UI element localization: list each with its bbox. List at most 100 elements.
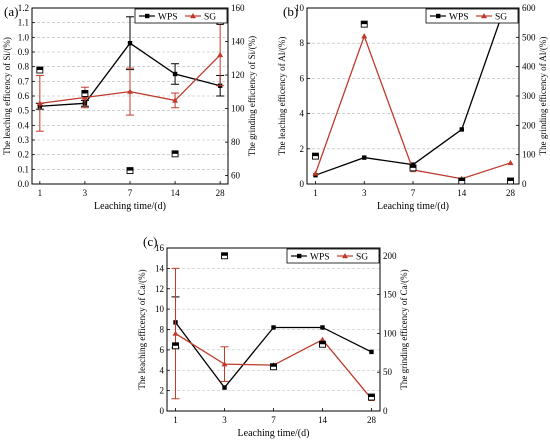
y-left-tick-label: 2: [160, 386, 165, 396]
data-point-wps: [320, 325, 325, 330]
y-right-axis-title: The grinding efficency of Ca/(%): [399, 269, 409, 389]
y-left-tick-label: 0.8: [18, 62, 30, 72]
x-tick-label: 3: [222, 415, 227, 425]
y-right-tick-label: 300: [522, 91, 536, 101]
data-point-sg: [217, 51, 224, 58]
x-tick-label: 1: [313, 188, 318, 198]
y-left-tick-label: 0.9: [18, 47, 30, 57]
y-left-tick-label: 0.5: [18, 106, 30, 116]
y-left-tick-label: 0.2: [18, 150, 29, 160]
legend-marker: [190, 13, 196, 19]
x-tick-label: 7: [411, 188, 416, 198]
y-left-tick-label: 2: [300, 144, 305, 154]
panel-label: (b): [283, 4, 298, 19]
y-left-tick-label: 0.7: [18, 76, 30, 86]
y-left-axis-title: The leaching efficency of Si/(%): [2, 37, 12, 155]
legend: WPS SG: [134, 8, 228, 24]
legend-marker: [342, 253, 348, 259]
y-left-tick-label: 0.1: [18, 164, 29, 174]
y-right-tick-label: 60: [231, 171, 241, 181]
panel-label: (a): [4, 4, 18, 19]
y-left-tick-label: 8: [300, 38, 305, 48]
grinding-point: [360, 20, 368, 28]
data-point-sg: [319, 336, 326, 342]
grinding-point: [458, 177, 466, 185]
legend-label-sg: SG: [356, 253, 368, 263]
panel-label: (c): [143, 234, 157, 249]
y-right-tick-label: 80: [231, 137, 241, 147]
grinding-point: [409, 164, 417, 172]
panel-1: (a) 0.0 0.1 0.2 0.3 0.4 0.5 0.6 0.7 0.8 0.9 1.0 1.1 1…: [2, 3, 257, 212]
series-line-sg: [314, 34, 511, 180]
series-line-wps: [175, 321, 372, 389]
y-right-tick-label: 0: [522, 179, 527, 189]
data-point-sg: [172, 97, 179, 103]
data-point-wps: [222, 385, 227, 390]
grinding-point: [368, 393, 375, 401]
y-right-tick-label: 200: [383, 251, 397, 261]
y-right-tick-label: 400: [522, 62, 536, 72]
legend-marker: [436, 13, 441, 19]
grinding-point: [507, 177, 514, 185]
legend-label-sg: SG: [495, 13, 507, 23]
data-point-wps: [172, 71, 178, 77]
y-left-axis-title: The leaching efficency of Ca/(%): [137, 269, 147, 389]
data-point-sg: [507, 159, 514, 166]
y-left-tick-label: 6: [160, 345, 165, 355]
y-left-tick-label: 4: [160, 365, 165, 375]
y-right-tick-label: 0: [383, 406, 388, 416]
grinding-point: [81, 90, 89, 97]
x-tick-label: 1: [173, 415, 178, 425]
y-left-tick-label: 12: [155, 284, 164, 294]
x-tick-label: 14: [318, 415, 328, 425]
legend-label-wps: WPS: [449, 13, 469, 23]
x-axis-title: Leaching time/(d): [238, 428, 310, 439]
x-tick-label: 28: [216, 188, 226, 198]
y-right-axis-title: The grinding efficency of Al/(%): [538, 37, 548, 156]
grinding-point: [171, 150, 179, 158]
data-point-wps: [459, 127, 464, 132]
data-point-wps: [271, 325, 276, 330]
data-point-sg: [221, 361, 228, 367]
y-left-tick-label: 0.0: [18, 179, 30, 189]
y-right-tick-label: 200: [522, 120, 536, 130]
legend: WPS SG: [425, 8, 519, 24]
y-left-tick-label: 16: [155, 243, 165, 253]
y-right-tick-label: 600: [522, 3, 536, 13]
grinding-point: [172, 342, 179, 350]
data-point-wps: [362, 155, 367, 160]
grinding-point: [312, 152, 319, 160]
y-right-tick-label: 140: [231, 37, 245, 47]
x-tick-label: 14: [457, 188, 467, 198]
legend: WPS SG: [286, 248, 380, 264]
y-left-tick-label: 4: [300, 109, 305, 119]
legend-marker: [481, 13, 487, 19]
y-left-tick-label: 0: [160, 406, 165, 416]
grinding-point: [319, 340, 326, 348]
y-right-tick-label: 120: [231, 70, 245, 80]
y-right-axis-title: The grinding efficiency of Si/(%): [247, 36, 257, 156]
y-left-tick-label: 14: [155, 263, 165, 273]
legend-marker: [297, 253, 302, 259]
x-axis-title: Leaching time/(d): [377, 201, 449, 212]
grinding-point: [36, 66, 44, 74]
legend-box: [425, 8, 519, 24]
y-left-tick-label: 1.1: [18, 18, 29, 28]
y-right-tick-label: 500: [522, 32, 536, 42]
y-left-tick-label: 1.2: [18, 3, 29, 13]
legend-label-sg: SG: [204, 13, 216, 23]
x-tick-label: 28: [506, 188, 516, 198]
x-axis-title: Leaching time/(d): [94, 201, 166, 212]
grinding-point: [221, 252, 228, 260]
y-left-tick-label: 0.3: [18, 135, 30, 145]
x-tick-label: 3: [362, 188, 367, 198]
y-left-tick-label: 8: [160, 325, 165, 335]
data-point-sg: [127, 88, 133, 94]
data-point-sg: [81, 94, 88, 100]
y-left-tick-label: 0: [300, 179, 305, 189]
y-left-tick-label: 0.4: [18, 120, 30, 130]
y-right-tick-label: 100: [522, 150, 536, 160]
data-point-sg: [172, 330, 179, 336]
